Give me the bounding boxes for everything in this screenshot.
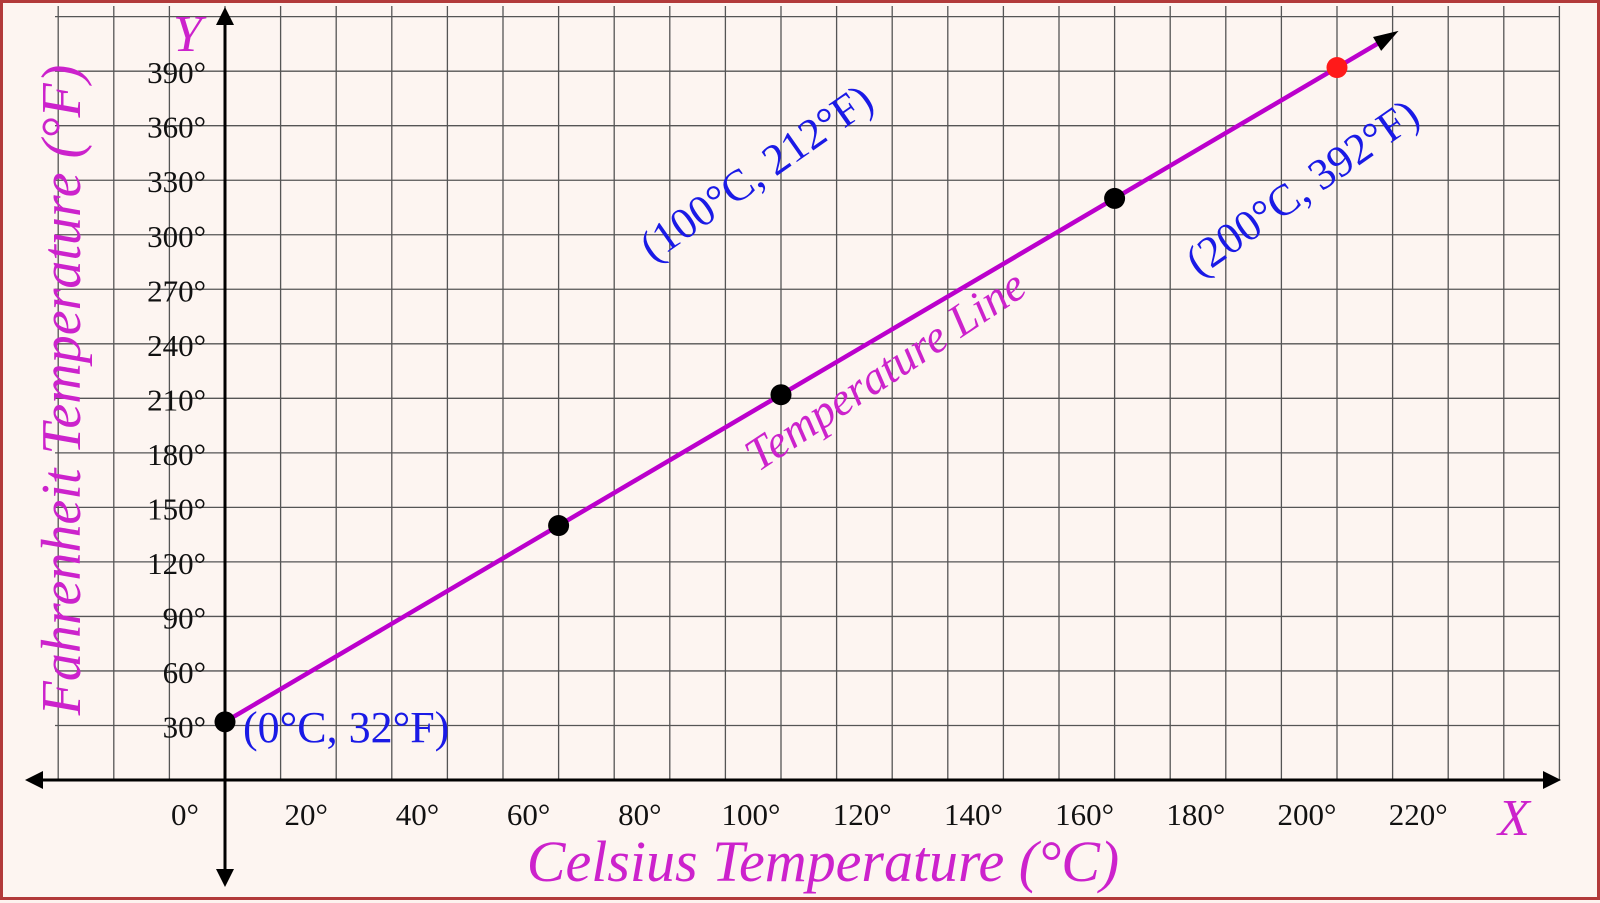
y-tick-label: 240°	[147, 328, 206, 363]
temperature-chart: 0° 20° 40° 60° 80° 100° 120° 140° 160° 180° 200° 22…	[25, 6, 1561, 894]
x-tick-label: 0°	[171, 797, 199, 832]
y-axis-arrow-up	[216, 7, 234, 25]
y-tick-label: 330°	[147, 164, 206, 199]
x-tick-label: 220°	[1389, 797, 1448, 832]
data-point	[1326, 57, 1348, 79]
y-tick-label: 150°	[147, 491, 206, 526]
y-tick-label: 180°	[147, 437, 206, 472]
series-name-label: Temperature Line	[735, 259, 1034, 481]
y-tick-label: 270°	[147, 273, 206, 308]
y-tick-label: 120°	[147, 546, 206, 581]
x-tick-labels: 0° 20° 40° 60° 80° 100° 120° 140° 160° 180° 200° 22…	[171, 797, 1448, 832]
data-point	[214, 711, 236, 733]
y-tick-label: 390°	[147, 55, 206, 90]
data-point	[770, 384, 792, 406]
y-axis-letter: Y	[173, 6, 207, 63]
y-tick-label: 60°	[163, 655, 206, 690]
x-axis-arrow-left	[25, 771, 43, 789]
x-tick-label: 160°	[1055, 797, 1114, 832]
data-point	[1104, 187, 1126, 209]
data-point	[548, 515, 570, 537]
temperature-line	[223, 32, 1394, 724]
y-tick-label: 300°	[147, 219, 206, 254]
x-tick-label: 40°	[396, 797, 439, 832]
y-tick-label: 90°	[163, 600, 206, 635]
data-points	[214, 57, 1348, 733]
x-tick-label: 80°	[618, 797, 661, 832]
y-tick-label: 210°	[147, 382, 206, 417]
x-axis-title: Celsius Temperature (°C)	[527, 829, 1119, 894]
x-axis-letter: X	[1496, 790, 1532, 847]
x-tick-label: 60°	[507, 797, 550, 832]
x-tick-label: 200°	[1278, 797, 1337, 832]
y-tick-label: 30°	[163, 709, 206, 744]
point-label: (0°C, 32°F)	[243, 703, 449, 752]
y-axis-title: Fahrenheit Temperature (°F)	[31, 65, 93, 717]
x-tick-label: 20°	[284, 797, 327, 832]
x-tick-label: 100°	[722, 797, 781, 832]
y-tick-label: 360°	[147, 110, 206, 145]
y-axis-arrow-down	[216, 869, 234, 887]
x-axis-arrow-right	[1543, 771, 1561, 789]
temperature-line-arrowhead	[1373, 30, 1399, 51]
x-tick-label: 120°	[833, 797, 892, 832]
x-tick-label: 180°	[1166, 797, 1225, 832]
x-tick-label: 140°	[944, 797, 1003, 832]
point-label: (100°C, 212°F)	[631, 75, 882, 271]
point-label: (200°C, 392°F)	[1177, 89, 1428, 285]
y-tick-labels: 30° 60° 90° 120° 150° 180° 210° 240° 270° 300° 330…	[147, 55, 206, 744]
